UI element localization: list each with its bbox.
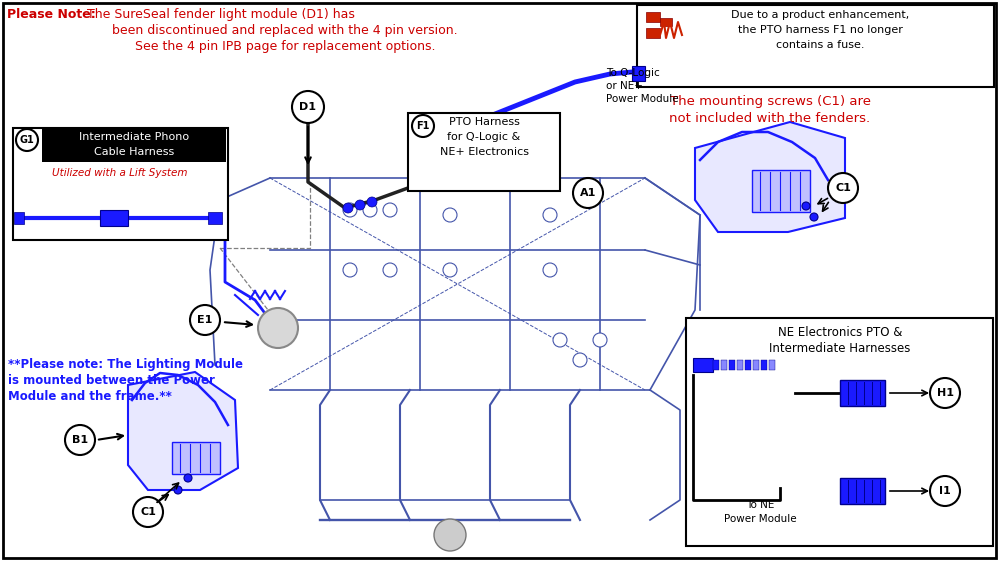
Circle shape	[190, 305, 220, 335]
Text: G1: G1	[20, 135, 34, 145]
Text: The mounting screws (C1) are: The mounting screws (C1) are	[670, 95, 870, 108]
Bar	[721, 360, 727, 370]
Bar	[752, 170, 810, 212]
Polygon shape	[128, 372, 238, 490]
Text: Due to a product enhancement,: Due to a product enhancement,	[731, 10, 909, 20]
Bar	[172, 442, 220, 474]
Text: Power Module: Power Module	[606, 94, 679, 104]
Bar	[646, 28, 660, 38]
Text: Power Module: Power Module	[724, 514, 796, 524]
Text: Please Note:: Please Note:	[7, 8, 96, 21]
Circle shape	[343, 203, 353, 213]
Text: NE Electronics PTO &: NE Electronics PTO &	[778, 326, 902, 339]
Bar	[729, 360, 735, 370]
Bar	[660, 18, 672, 26]
Circle shape	[573, 353, 587, 367]
Bar	[840, 478, 885, 504]
Bar	[632, 66, 645, 81]
Circle shape	[543, 263, 557, 277]
Text: Intermediate Harnesses: Intermediate Harnesses	[769, 342, 911, 355]
Circle shape	[65, 425, 95, 455]
Circle shape	[343, 263, 357, 277]
Bar	[408, 113, 560, 191]
Circle shape	[930, 476, 960, 506]
Bar	[713, 360, 719, 370]
Text: not included with the fenders.: not included with the fenders.	[669, 112, 871, 125]
Circle shape	[292, 91, 324, 123]
Bar	[14, 212, 24, 224]
Circle shape	[133, 497, 163, 527]
Text: C1: C1	[835, 183, 851, 193]
Text: **Please note: The Lighting Module: **Please note: The Lighting Module	[8, 358, 243, 371]
Circle shape	[810, 213, 818, 221]
Bar	[637, 5, 994, 87]
Bar	[100, 210, 128, 226]
Circle shape	[363, 203, 377, 217]
Circle shape	[16, 129, 38, 151]
Circle shape	[930, 378, 960, 408]
Bar	[646, 12, 660, 22]
Text: See the 4 pin IPB page for replacement options.: See the 4 pin IPB page for replacement o…	[135, 40, 435, 53]
Bar	[693, 358, 713, 372]
Text: for Q-Logic &: for Q-Logic &	[447, 132, 521, 142]
Circle shape	[184, 474, 192, 482]
Text: the PTO harness F1 no longer: the PTO harness F1 no longer	[738, 25, 902, 35]
Bar	[761, 360, 767, 370]
Text: B1: B1	[72, 435, 88, 445]
Circle shape	[828, 173, 858, 203]
Bar	[737, 360, 743, 370]
Bar	[745, 360, 751, 370]
Text: F1: F1	[416, 121, 430, 131]
Text: The SureSeal fender light module (D1) has: The SureSeal fender light module (D1) ha…	[83, 8, 355, 21]
Text: E1: E1	[197, 315, 213, 325]
Text: Intermediate Phono: Intermediate Phono	[79, 132, 189, 142]
Text: Utilized with a Lift System: Utilized with a Lift System	[52, 168, 188, 178]
Text: I1: I1	[939, 486, 951, 496]
Circle shape	[355, 200, 365, 210]
Bar	[840, 380, 885, 406]
Circle shape	[258, 308, 298, 348]
Text: contains a fuse.: contains a fuse.	[776, 40, 864, 50]
Text: NE+ Electronics: NE+ Electronics	[440, 147, 528, 157]
Circle shape	[434, 519, 466, 551]
Circle shape	[593, 333, 607, 347]
Circle shape	[383, 203, 397, 217]
Bar	[686, 318, 993, 546]
Text: or NE+: or NE+	[606, 81, 643, 91]
Bar	[42, 128, 226, 162]
Circle shape	[543, 208, 557, 222]
Text: To NE: To NE	[746, 500, 774, 510]
Text: is mounted between the Power: is mounted between the Power	[8, 374, 215, 387]
Circle shape	[412, 115, 434, 137]
Circle shape	[443, 208, 457, 222]
Text: C1: C1	[140, 507, 156, 517]
Polygon shape	[695, 122, 845, 232]
Bar	[753, 360, 759, 370]
Text: Cable Harness: Cable Harness	[94, 147, 174, 157]
Text: been discontinued and replaced with the 4 pin version.: been discontinued and replaced with the …	[112, 24, 458, 37]
Circle shape	[383, 263, 397, 277]
Circle shape	[343, 203, 357, 217]
Bar	[769, 360, 775, 370]
Text: Module and the frame.**: Module and the frame.**	[8, 390, 172, 403]
Text: PTO Harness: PTO Harness	[449, 117, 519, 127]
Circle shape	[367, 197, 377, 207]
Text: A1: A1	[580, 188, 596, 198]
Circle shape	[802, 202, 810, 210]
Circle shape	[573, 178, 603, 208]
Circle shape	[174, 486, 182, 494]
Bar	[208, 212, 222, 224]
Bar	[13, 128, 228, 240]
Text: To Q-Logic: To Q-Logic	[606, 68, 660, 78]
Circle shape	[443, 263, 457, 277]
Text: D1: D1	[300, 102, 316, 112]
Circle shape	[553, 333, 567, 347]
Text: H1: H1	[936, 388, 954, 398]
